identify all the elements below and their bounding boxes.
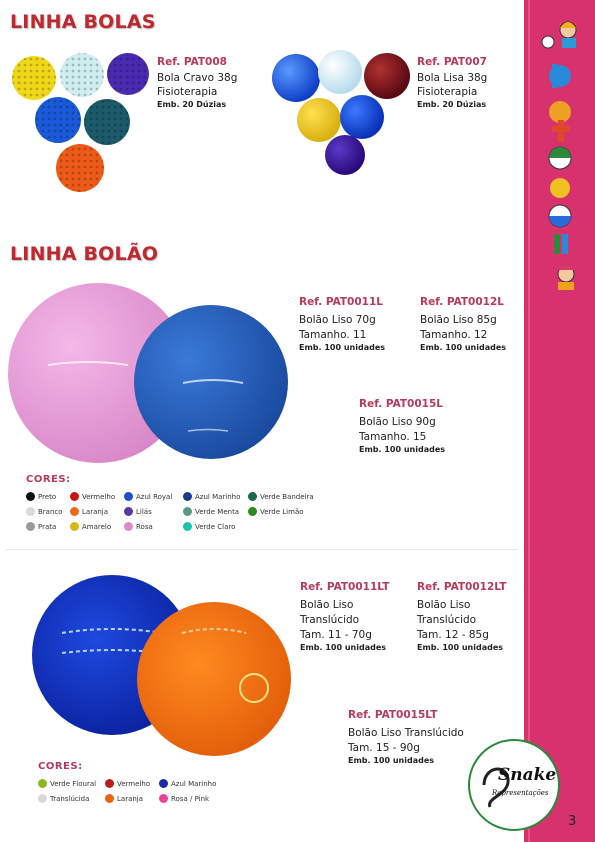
color-swatch	[248, 492, 257, 501]
product-desc-1: Bolão Liso 85g	[420, 314, 497, 326]
color-label: Verde Claro	[195, 523, 236, 531]
color-swatch	[38, 779, 47, 788]
product-desc-2: Tam. 15 - 90g	[348, 742, 420, 754]
color-label: Preto	[38, 493, 57, 501]
product-desc-2: Tamanho. 15	[359, 431, 427, 443]
product-desc-1: Bolão Liso Translúcido	[348, 727, 464, 739]
color-label: Laranja	[82, 508, 109, 516]
product-desc-2: Fisioterapia	[417, 86, 478, 98]
product-packaging: Emb. 100 unidades	[359, 445, 446, 454]
color-label: Laranja	[117, 795, 144, 803]
color-swatch	[248, 507, 257, 516]
color-swatch	[124, 492, 133, 501]
color-swatch	[26, 522, 35, 531]
color-swatch	[26, 492, 35, 501]
product-desc-1: Bolão Liso	[417, 599, 471, 611]
color-swatch	[70, 507, 79, 516]
color-swatch	[159, 794, 168, 803]
product-desc-2: Tamanho. 12	[420, 329, 488, 341]
color-label: Vermelho	[82, 493, 116, 501]
product-pat008: Ref. PAT008 Bola Cravo 38g Fisioterapia …	[157, 56, 237, 109]
color-label: Rosa	[136, 523, 153, 531]
color-label: Rosa / Pink	[171, 795, 210, 803]
color-swatch	[26, 507, 35, 516]
color-label: Azul Royal	[136, 493, 173, 501]
color-swatch	[124, 522, 133, 531]
color-label: Vermelho	[117, 780, 151, 788]
product-desc-2: Translúcido	[300, 614, 360, 626]
product-ref: Ref. PAT0015L	[359, 398, 443, 410]
color-label: Verde Menta	[195, 508, 240, 516]
product-ref: Ref. PAT0011L	[299, 296, 383, 308]
product-packaging: Emb. 100 unidades	[417, 643, 504, 652]
snake-icon	[482, 767, 510, 808]
product-ref: Ref. PAT008	[157, 56, 227, 68]
color-swatch	[70, 492, 79, 501]
color-label: Translúcida	[50, 795, 90, 803]
spiky-balls-image	[12, 53, 149, 192]
color-label: Amarelo	[82, 523, 112, 531]
patboll-logo	[541, 21, 577, 290]
product-desc-1: Bolão Liso 70g	[299, 314, 376, 326]
color-label: Prata	[38, 523, 57, 531]
product-packaging: Emb. 100 unidades	[420, 343, 507, 352]
color-swatch	[105, 779, 114, 788]
product-desc-2: Fisioterapia	[157, 86, 218, 98]
product-ref: Ref. PAT0011LT	[300, 581, 390, 593]
section-title-bolas: LINHA BOLAS	[10, 11, 156, 33]
product-desc-3: Tam. 11 - 70g	[300, 629, 372, 641]
color-label: Azul Marinho	[171, 780, 217, 788]
color-swatch	[183, 492, 192, 501]
product-desc-1: Bolão Liso	[300, 599, 354, 611]
product-pat0015l: Ref. PAT0015L Bolão Liso 90g Tamanho. 15…	[359, 398, 445, 454]
section-title-bolao: LINHA BOLÃO	[10, 243, 159, 265]
color-label: Lilás	[136, 508, 152, 516]
color-label: Verde Floural	[50, 780, 97, 788]
page-number: 3	[568, 814, 577, 829]
product-pat0015lt: Ref. PAT0015LT Bolão Liso Translúcido Ta…	[348, 709, 464, 765]
colors-title: CORES:	[26, 474, 71, 485]
color-swatch	[124, 507, 133, 516]
product-packaging: Emb. 100 unidades	[300, 643, 387, 652]
product-pat0012l: Ref. PAT0012L Bolão Liso 85g Tamanho. 12…	[420, 296, 506, 352]
product-desc-2: Tamanho. 11	[299, 329, 367, 341]
product-packaging: Emb. 100 unidades	[299, 343, 386, 352]
logo-text: Snake	[498, 765, 557, 785]
color-label: Branco	[38, 508, 63, 516]
color-swatch	[38, 794, 47, 803]
brand-sidebar	[524, 0, 595, 842]
product-ref: Ref. PAT007	[417, 56, 487, 68]
product-ref: Ref. PAT0012LT	[417, 581, 507, 593]
product-desc-1: Bolão Liso 90g	[359, 416, 436, 428]
product-packaging: Emb. 20 Dúzias	[417, 100, 487, 109]
color-label: Azul Marinho	[195, 493, 241, 501]
bolao-liso-image	[8, 283, 288, 463]
product-packaging: Emb. 100 unidades	[348, 756, 435, 765]
bolao-translucido-image	[32, 575, 291, 756]
colors-title: CORES:	[38, 761, 83, 772]
product-pat0012lt: Ref. PAT0012LT Bolão Liso Translúcido Ta…	[417, 581, 506, 652]
product-ref: Ref. PAT0012L	[420, 296, 504, 308]
color-swatch	[70, 522, 79, 531]
color-swatch	[105, 794, 114, 803]
color-swatch	[183, 522, 192, 531]
product-packaging: Emb. 20 Dúzias	[157, 100, 227, 109]
color-swatch	[183, 507, 192, 516]
color-label: Verde Bandeira	[260, 493, 314, 501]
logo-subtext: Representações	[492, 789, 549, 797]
product-desc-3: Tam. 12 - 85g	[417, 629, 489, 641]
product-ref: Ref. PAT0015LT	[348, 709, 438, 721]
product-desc-1: Bola Cravo 38g	[157, 72, 238, 84]
sidebar-stripe	[528, 0, 595, 842]
smooth-balls-image	[272, 50, 410, 175]
product-desc-2: Translúcido	[417, 614, 477, 626]
product-pat0011lt: Ref. PAT0011LT Bolão Liso Translúcido Ta…	[300, 581, 389, 652]
product-pat0011l: Ref. PAT0011L Bolão Liso 70g Tamanho. 11…	[299, 296, 385, 352]
color-label: Verde Limão	[260, 508, 304, 516]
section-divider	[6, 549, 518, 550]
product-desc-1: Bola Lisa 38g	[417, 72, 488, 84]
product-pat007: Ref. PAT007 Bola Lisa 38g Fisioterapia E…	[417, 56, 487, 109]
color-swatch	[159, 779, 168, 788]
snake-logo: Snake Representações	[468, 739, 560, 831]
